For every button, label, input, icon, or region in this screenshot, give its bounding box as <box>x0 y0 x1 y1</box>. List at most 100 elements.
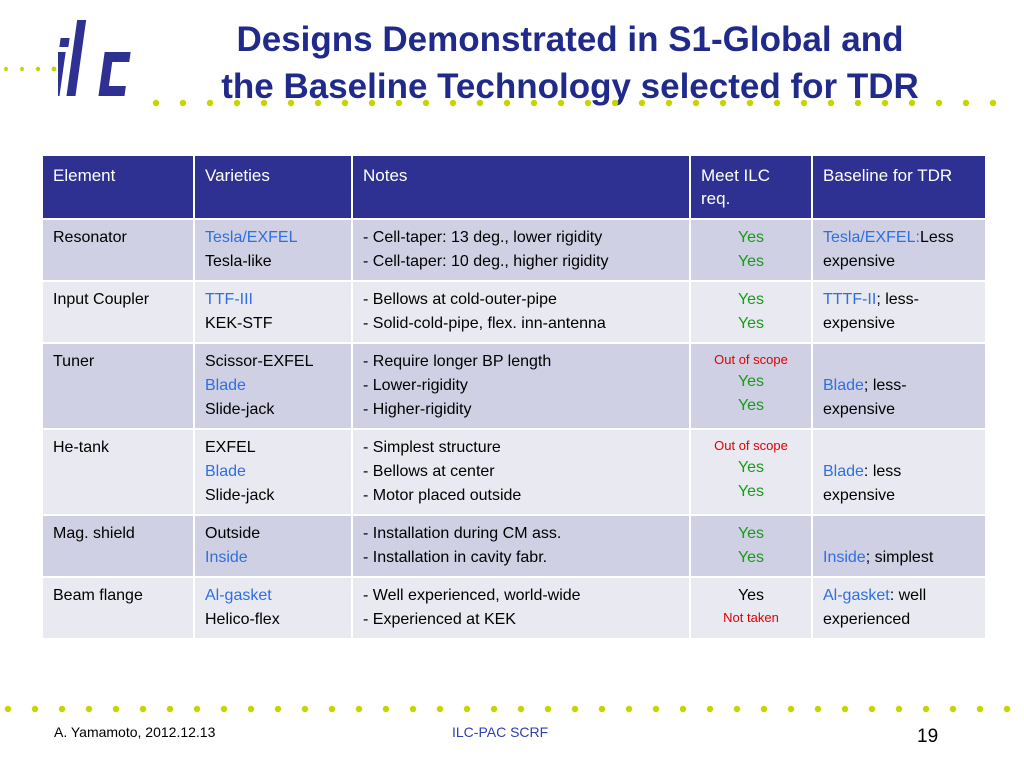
decor-dot <box>881 99 889 107</box>
decor-dot <box>503 99 511 107</box>
cell-notes: - Installation during CM ass. - Installat… <box>351 514 691 578</box>
header-baseline: Baseline for TDR <box>811 154 987 220</box>
decor-dot <box>557 99 565 107</box>
cell-varieties: Outside Inside <box>193 514 353 578</box>
decor-dot <box>247 705 255 713</box>
variety-item: Outside <box>205 525 261 542</box>
cell-baseline: Tesla/EXFEL:Less expensive <box>811 218 987 282</box>
designs-table-wrapper: Element Varieties Notes Meet ILC req. Ba… <box>41 154 987 640</box>
decor-dot <box>206 99 214 107</box>
decor-dot <box>517 705 525 713</box>
variety-item: EXFEL <box>205 439 256 456</box>
cell-notes: - Simplest structure - Bellows at center -… <box>351 428 691 516</box>
decor-dot <box>449 99 457 107</box>
cell-varieties: Scissor-EXFEL Blade Slide-jack <box>193 342 353 430</box>
header-notes: Notes <box>351 154 691 220</box>
decor-dot <box>287 99 295 107</box>
baseline-highlight: Blade <box>823 463 864 480</box>
decor-dot <box>220 705 228 713</box>
cell-element: Mag. shield <box>41 514 195 578</box>
cell-notes: - Require longer BP length - Lower-rigidi… <box>351 342 691 430</box>
slide-title: Designs Demonstrated in S1-Global and th… <box>140 16 1000 110</box>
decor-dot <box>760 705 768 713</box>
decor-dot <box>368 99 376 107</box>
decor-dot <box>598 705 606 713</box>
cell-notes: - Well experienced, world-wide - Experien… <box>351 576 691 640</box>
cell-varieties: TTF-III KEK-STF <box>193 280 353 344</box>
cell-meet-ilc: Out of scope Yes Yes <box>689 428 813 516</box>
decor-dot <box>976 705 984 713</box>
decor-dot <box>31 705 39 713</box>
cell-meet-ilc: Yes Not taken <box>689 576 813 640</box>
baseline-rest: ; less-expensive <box>823 291 919 332</box>
decor-dot <box>652 705 660 713</box>
decor-dot <box>152 99 160 107</box>
decor-dot <box>571 705 579 713</box>
variety-item: Blade <box>205 377 246 394</box>
cell-meet-ilc: Out of scope Yes Yes <box>689 342 813 430</box>
decor-dot <box>544 705 552 713</box>
cell-meet-ilc: Yes Yes <box>689 280 813 344</box>
table-header-row: Element Varieties Notes Meet ILC req. Ba… <box>41 154 987 220</box>
note-item: - Require longer BP length <box>363 353 552 370</box>
decor-dot <box>166 705 174 713</box>
decor-dot <box>476 99 484 107</box>
table-row: Input Coupler TTF-III KEK-STF - Bellows at … <box>41 280 987 344</box>
note-item: - Motor placed outside <box>363 487 522 504</box>
cell-element: Beam flange <box>41 576 195 640</box>
cell-baseline: Blade: less expensive <box>811 428 987 516</box>
variety-item: Scissor-EXFEL <box>205 353 314 370</box>
baseline-highlight: Blade <box>823 377 864 394</box>
decor-dot <box>341 99 349 107</box>
cell-baseline: Al-gasket: well experienced <box>811 576 987 640</box>
variety-item: TTF-III <box>205 291 253 308</box>
page-number: 19 <box>917 726 939 747</box>
decor-dot <box>422 99 430 107</box>
footer-center: ILC-PAC SCRF <box>452 724 549 740</box>
variety-item: Inside <box>205 549 248 566</box>
baseline-highlight: TTTF-II <box>823 291 877 308</box>
meet-item: Out of scope <box>714 352 788 367</box>
decor-dot <box>584 99 592 107</box>
note-item: - Installation during CM ass. <box>363 525 562 542</box>
note-item: - Higher-rigidity <box>363 401 472 418</box>
table-body: Resonator Tesla/EXFEL Tesla-like - Cell-tap… <box>41 218 987 640</box>
decor-dot <box>787 705 795 713</box>
meet-item: Out of scope <box>714 438 788 453</box>
decor-dot <box>854 99 862 107</box>
meet-item: Not taken <box>723 610 779 625</box>
table-row: Beam flange Al-gasket Helico-flex - Well ex… <box>41 576 987 640</box>
decor-dot <box>962 99 970 107</box>
baseline-highlight: Al-gasket <box>823 587 890 604</box>
decor-dot <box>706 705 714 713</box>
baseline-highlight: Tesla/EXFEL: <box>823 229 920 246</box>
baseline-highlight: Inside <box>823 549 866 566</box>
variety-item: Tesla-like <box>205 253 272 270</box>
decor-dot <box>638 99 646 107</box>
decor-dot <box>719 99 727 107</box>
variety-item: Al-gasket <box>205 587 272 604</box>
decor-dot <box>665 99 673 107</box>
variety-item: Slide-jack <box>205 487 275 504</box>
cell-element: He-tank <box>41 428 195 516</box>
decor-dot <box>800 99 808 107</box>
baseline-rest: ; simplest <box>865 549 934 566</box>
table-row: Mag. shield Outside Inside - Installation d… <box>41 514 987 578</box>
meet-item: Yes <box>737 229 765 246</box>
footer-author: A. Yamamoto, 2012.12.13 <box>54 724 216 740</box>
table-row: Tuner Scissor-EXFEL Blade Slide-jack - Requi… <box>41 342 987 430</box>
decor-dot <box>314 99 322 107</box>
decor-dot <box>301 705 309 713</box>
meet-item: Yes <box>737 587 765 604</box>
header-element: Element <box>41 154 195 220</box>
cell-meet-ilc: Yes Yes <box>689 218 813 282</box>
note-item: - Lower-rigidity <box>363 377 468 394</box>
note-item: - Well experienced, world-wide <box>363 587 581 604</box>
meet-item: Yes <box>737 291 765 308</box>
variety-item: KEK-STF <box>205 315 273 332</box>
meet-item: Yes <box>737 397 765 414</box>
decor-dot <box>490 705 498 713</box>
decor-dot <box>935 99 943 107</box>
decor-dot <box>1003 705 1011 713</box>
cell-baseline: TTTF-II; less-expensive <box>811 280 987 344</box>
